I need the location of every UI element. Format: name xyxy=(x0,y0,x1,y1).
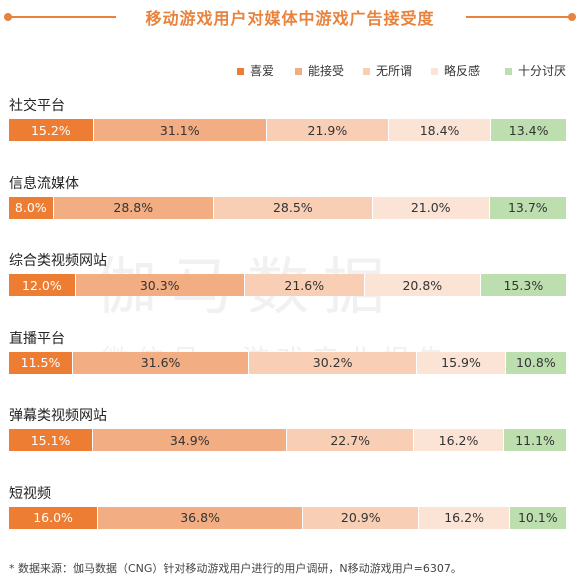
bar-segment: 16.2% xyxy=(413,429,505,451)
title-divider-right xyxy=(466,13,576,21)
bar-segment: 15.9% xyxy=(417,351,506,374)
data-label: 10.1% xyxy=(517,510,558,525)
bar-segment: 15.3% xyxy=(480,274,566,296)
data-label: 8.0% xyxy=(14,200,47,215)
data-label: 36.8% xyxy=(180,510,220,525)
category-label: 综合类视频网站 xyxy=(9,253,107,269)
legend-label: 略反感 xyxy=(444,64,481,78)
legend-label: 十分讨厌 xyxy=(518,64,567,78)
data-label: 16.2% xyxy=(444,510,484,525)
bar-segment: 11.1% xyxy=(504,429,566,451)
footnote: * 数据来源：伽马数据（CNG）针对移动游戏用户进行的用户调研，N移动游戏用户=… xyxy=(9,562,462,575)
bar-segment: 28.8% xyxy=(53,196,214,219)
legend-item: 略反感 xyxy=(431,62,480,80)
stacked-bar: 16.0% 36.8% 20.9% 16.2% 10.1% xyxy=(9,506,566,529)
category-label: 社交平台 xyxy=(9,98,65,114)
data-label: 15.3% xyxy=(503,277,544,293)
data-label: 12.0% xyxy=(22,277,62,293)
category-label: 短视频 xyxy=(9,485,51,502)
legend-swatch xyxy=(295,68,302,75)
bar-segment: 20.9% xyxy=(303,506,420,529)
chart-title: 移动游戏用户对媒体中游戏广告接受度 xyxy=(145,9,435,28)
data-label: 20.8% xyxy=(402,277,443,293)
bar-segment: 13.7% xyxy=(489,196,566,219)
data-label: 16.2% xyxy=(438,432,479,448)
bar-segment: 31.6% xyxy=(73,351,250,374)
bar-segment: 30.3% xyxy=(75,274,245,296)
data-label: 22.7% xyxy=(330,432,371,448)
bar-segment: 21.6% xyxy=(244,274,365,296)
data-label: 13.4% xyxy=(508,122,549,138)
bar-segment: 34.9% xyxy=(93,429,288,451)
bar-segment: 13.4% xyxy=(491,119,566,141)
legend-item: 十分讨厌 xyxy=(505,62,566,80)
data-label: 11.1% xyxy=(515,432,555,448)
legend-label: 能接受 xyxy=(308,64,345,78)
category-label: 信息流媒体 xyxy=(9,175,79,192)
bar-segment: 16.2% xyxy=(419,506,510,529)
legend-swatch xyxy=(505,68,512,75)
bar-segment: 16.0% xyxy=(9,506,99,529)
data-label: 18.4% xyxy=(419,122,460,138)
bar-segment: 11.5% xyxy=(9,351,74,374)
stacked-bar: 15.2% 31.1% 21.9% 18.4% 13.4% xyxy=(9,119,566,141)
data-label: 21.9% xyxy=(307,122,348,138)
data-label: 28.8% xyxy=(113,200,154,215)
bar-segment: 36.8% xyxy=(98,506,304,529)
stacked-bar: 15.1% 34.9% 22.7% 16.2% 11.1% xyxy=(9,429,566,451)
bar-segment: 30.2% xyxy=(249,351,418,374)
legend-item: 喜爱 xyxy=(237,62,274,80)
bar-segment: 15.1% xyxy=(9,429,94,451)
bar-segment: 18.4% xyxy=(388,119,492,141)
legend-swatch xyxy=(431,68,438,75)
data-label: 30.3% xyxy=(139,277,180,293)
bar-segment: 28.5% xyxy=(213,196,373,219)
bar-segment: 15.2% xyxy=(9,119,94,141)
legend-item: 能接受 xyxy=(295,62,344,80)
legend-swatch xyxy=(363,68,370,75)
bar-segment: 22.7% xyxy=(287,429,414,451)
data-label: 15.9% xyxy=(441,355,481,370)
data-label: 15.2% xyxy=(30,122,71,138)
data-label: 21.6% xyxy=(284,277,325,293)
data-label: 30.2% xyxy=(312,355,353,370)
bar-segment: 20.8% xyxy=(364,274,481,296)
category-label: 直播平台 xyxy=(9,330,65,347)
category-label: 弹幕类视频网站 xyxy=(9,408,107,424)
data-label: 31.6% xyxy=(140,355,181,370)
data-label: 34.9% xyxy=(169,432,210,448)
title-divider-left xyxy=(4,13,116,21)
bar-segment: 8.0% xyxy=(9,196,54,219)
data-label: 16.0% xyxy=(33,510,73,525)
legend-label: 喜爱 xyxy=(250,64,275,78)
title-row: 移动游戏用户对媒体中游戏广告接受度 xyxy=(0,0,580,34)
bar-segment: 10.1% xyxy=(509,506,566,529)
data-label: 13.7% xyxy=(507,200,548,215)
legend-swatch xyxy=(237,68,244,75)
stacked-bar: 11.5% 31.6% 30.2% 15.9% 10.8% xyxy=(9,351,566,374)
legend-item: 无所谓 xyxy=(363,62,412,80)
bar-segment: 21.0% xyxy=(372,196,490,219)
data-label: 31.1% xyxy=(159,122,200,138)
data-label: 28.5% xyxy=(272,200,313,215)
bar-segment: 12.0% xyxy=(9,274,76,296)
legend-label: 无所谓 xyxy=(376,64,413,78)
data-label: 15.1% xyxy=(30,432,71,448)
bar-segment: 31.1% xyxy=(93,119,267,141)
stacked-bar: 12.0% 30.3% 21.6% 20.8% 15.3% xyxy=(9,274,566,296)
bar-segment: 21.9% xyxy=(266,119,389,141)
bar-segment: 10.8% xyxy=(505,351,566,374)
data-label: 10.8% xyxy=(516,355,556,370)
stacked-bar: 8.0% 28.8% 28.5% 21.0% 13.7% xyxy=(9,196,566,219)
data-label: 20.9% xyxy=(340,510,381,525)
data-label: 11.5% xyxy=(20,355,61,370)
data-label: 21.0% xyxy=(410,200,451,215)
